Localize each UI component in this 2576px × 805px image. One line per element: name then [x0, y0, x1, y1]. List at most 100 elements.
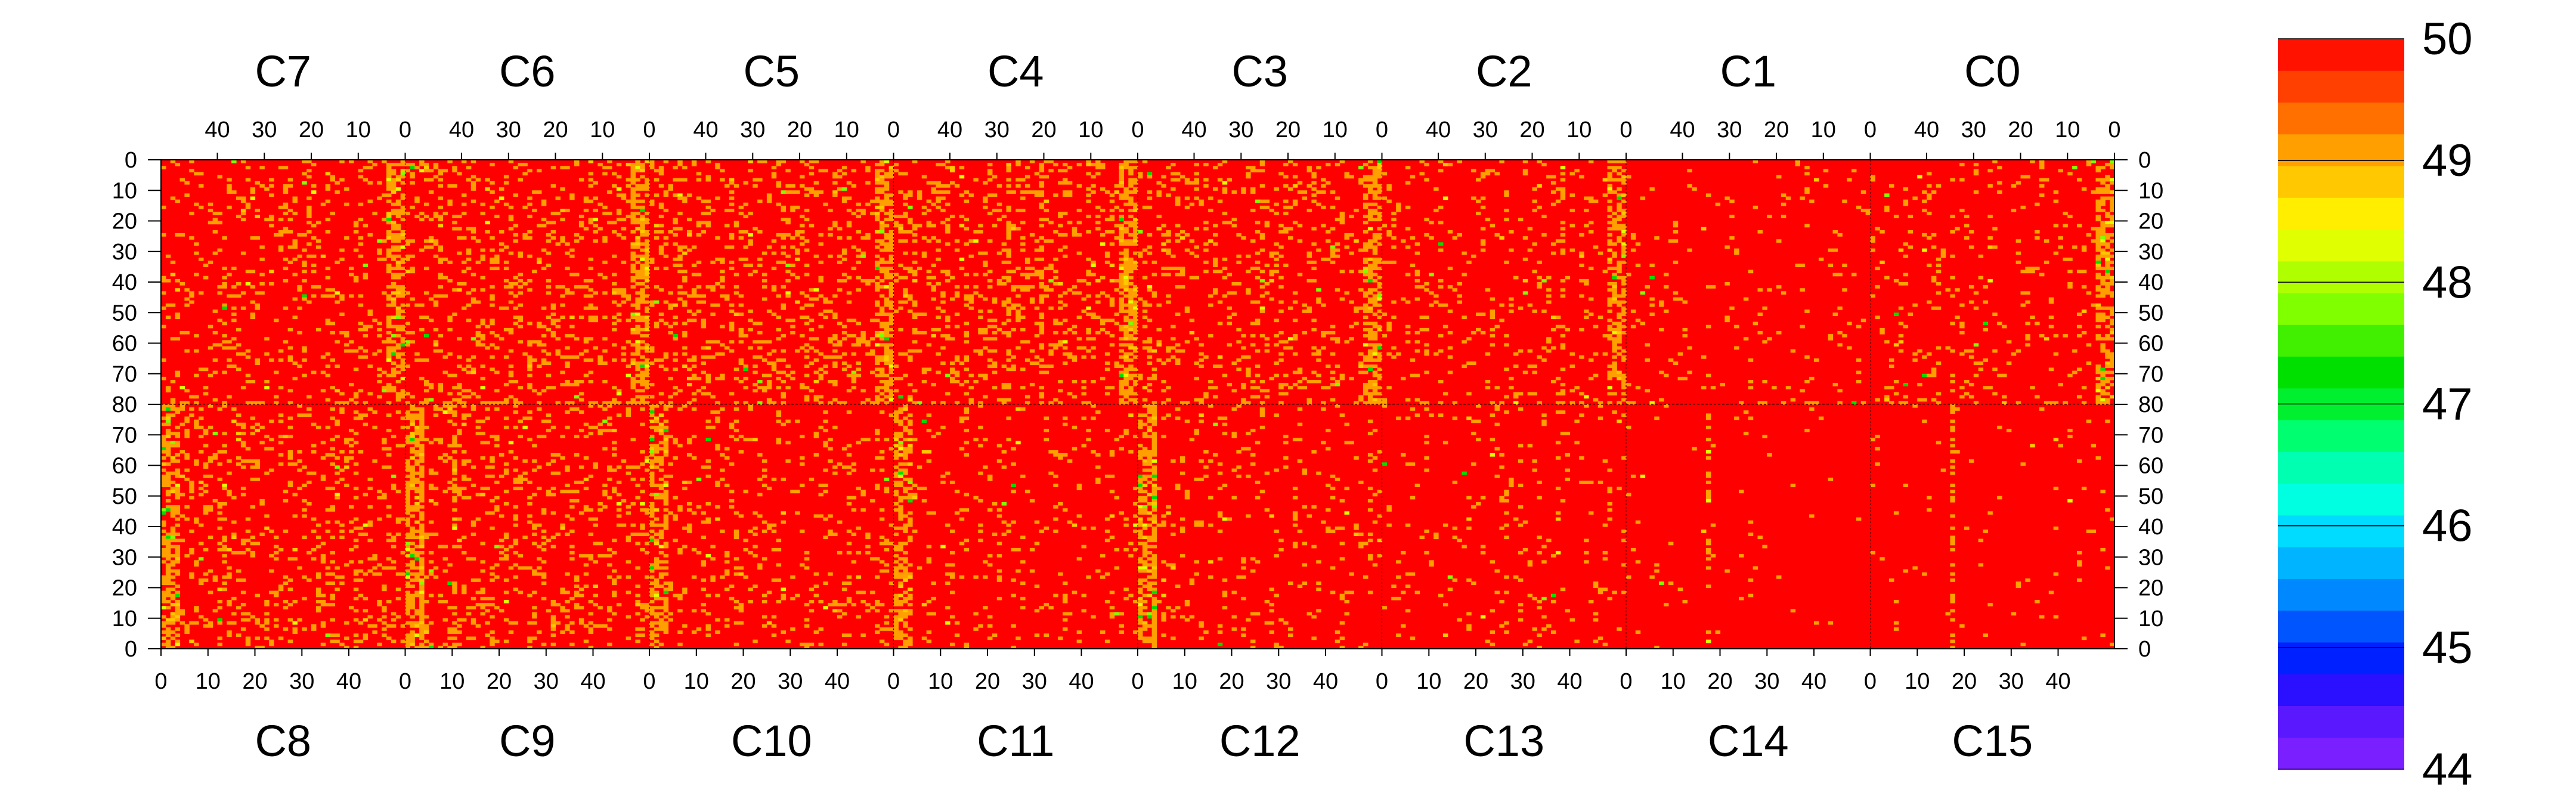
heatmap-cell: [339, 392, 345, 396]
heatmap-cell: [1335, 337, 1340, 340]
heatmap-cell: [1095, 215, 1101, 218]
heatmap-cell: [490, 401, 495, 405]
heatmap-cell: [1076, 163, 1082, 166]
heatmap-cell: [503, 202, 509, 206]
heatmap-cell: [964, 334, 970, 338]
heatmap-cell: [800, 215, 805, 218]
heatmap-cell: [1058, 300, 1063, 304]
heatmap-cell: [1194, 398, 1199, 402]
heatmap-cell: [950, 376, 955, 380]
heatmap-cell: [682, 196, 688, 200]
heatmap-cell: [1349, 215, 1354, 218]
heatmap-cell: [1386, 187, 1392, 191]
heatmap-cell: [400, 261, 406, 264]
heatmap-cell: [828, 233, 833, 237]
heatmap-cell: [813, 288, 819, 292]
heatmap-cell: [1424, 163, 1429, 166]
heatmap-cell: [466, 166, 472, 169]
heatmap-cell: [1682, 334, 1688, 338]
heatmap-cell: [1579, 254, 1584, 258]
heatmap-cell: [1259, 163, 1265, 166]
heatmap-cell: [992, 224, 998, 228]
heatmap-cell: [1903, 254, 1909, 258]
heatmap-cell: [1367, 355, 1373, 359]
heatmap-cell: [1546, 337, 1552, 340]
heatmap-cell: [823, 169, 828, 173]
heatmap-cell: [1710, 285, 1716, 289]
heatmap-cell: [391, 184, 397, 188]
heatmap-cell: [781, 205, 786, 209]
heatmap-cell: [250, 401, 256, 405]
heatmap-cell: [395, 352, 401, 356]
heatmap-cell: [1734, 346, 1739, 350]
heatmap-cell: [1367, 215, 1373, 218]
heatmap-cell: [983, 297, 988, 301]
heatmap-cell: [1269, 273, 1274, 277]
heatmap-cell: [1659, 370, 1664, 374]
heatmap-cell: [287, 355, 293, 359]
heatmap-cell: [884, 212, 890, 215]
heatmap-cell: [325, 294, 331, 298]
heatmap-cell: [574, 239, 580, 243]
heatmap-cell: [645, 380, 650, 383]
heatmap-cell: [879, 242, 885, 246]
heatmap-cell: [1123, 267, 1129, 271]
heatmap-cell: [602, 212, 608, 215]
heatmap-cell: [837, 175, 843, 179]
heatmap-cell: [335, 340, 340, 344]
heatmap-cell: [912, 251, 918, 255]
heatmap-cell: [1870, 294, 1875, 298]
heatmap-cell: [386, 349, 392, 353]
heatmap-cell: [1006, 312, 1011, 316]
heatmap-cell: [386, 166, 392, 169]
heatmap-cell: [954, 248, 960, 252]
heatmap-cell: [1119, 349, 1124, 353]
heatmap-cell: [950, 169, 955, 173]
heatmap-cell: [908, 398, 913, 402]
heatmap-cell: [1959, 331, 1965, 335]
heatmap-cell: [884, 181, 890, 185]
heatmap-cell: [1039, 321, 1045, 326]
heatmap-cell: [377, 373, 382, 377]
heatmap-cell: [1607, 184, 1612, 188]
heatmap-cell: [888, 334, 894, 338]
heatmap-cell: [771, 172, 777, 176]
heatmap-cell: [964, 273, 970, 277]
heatmap-cell: [1856, 324, 1862, 329]
heatmap-cell: [1119, 218, 1124, 222]
heatmap-cell: [1617, 166, 1622, 169]
heatmap-cell: [766, 352, 772, 356]
heatmap-cell: [1166, 233, 1171, 237]
heatmap-cell: [1527, 349, 1533, 353]
heatmap-cell: [705, 376, 711, 380]
heatmap-cell: [1269, 278, 1274, 283]
heatmap-cell: [255, 215, 260, 218]
heatmap-cell: [1063, 163, 1068, 166]
heatmap-cell: [856, 367, 861, 371]
heatmap-cell: [884, 172, 890, 176]
heatmap-cell: [1086, 312, 1091, 316]
heatmap-cell: [1705, 285, 1711, 289]
heatmap-cell: [701, 230, 707, 234]
heatmap-cell: [339, 294, 345, 298]
heatmap-cell: [645, 267, 650, 271]
heatmap-cell: [1063, 169, 1068, 173]
heatmap-cell: [480, 376, 485, 380]
heatmap-cell: [1034, 248, 1040, 252]
heatmap-cell: [170, 303, 176, 307]
heatmap-cell: [222, 236, 227, 240]
heatmap-cell: [1246, 401, 1251, 405]
heatmap-cell: [1339, 373, 1345, 377]
heatmap-cell: [1917, 398, 1922, 402]
heatmap-cell: [1335, 254, 1340, 258]
heatmap-cell: [217, 175, 222, 179]
heatmap-cell: [837, 321, 843, 326]
heatmap-cell: [1405, 273, 1411, 277]
heatmap-cell: [658, 288, 664, 292]
heatmap-cell: [813, 190, 819, 194]
heatmap-cell: [1241, 236, 1246, 240]
heatmap-cell: [1762, 401, 1767, 405]
heatmap-cell: [856, 321, 861, 326]
heatmap-cell: [1414, 297, 1420, 301]
heatmap-cell: [682, 275, 688, 280]
